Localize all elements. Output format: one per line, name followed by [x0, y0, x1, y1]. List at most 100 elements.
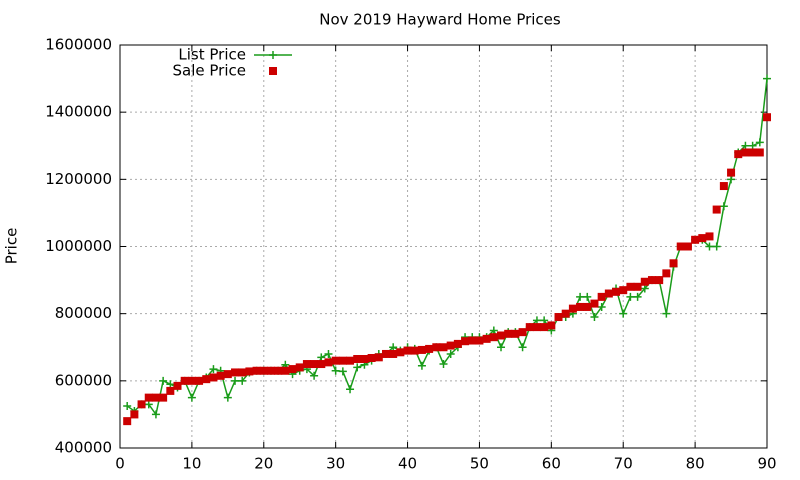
- point: [238, 376, 247, 385]
- point: [238, 368, 247, 377]
- x-tick-label: 10: [182, 455, 201, 473]
- point: [612, 287, 621, 296]
- point: [187, 393, 196, 402]
- point: [511, 329, 520, 338]
- y-tick-label: 1600000: [45, 36, 112, 54]
- point: [317, 360, 326, 369]
- point: [410, 346, 419, 355]
- point: [640, 277, 649, 286]
- point: [748, 148, 757, 157]
- point: [461, 337, 470, 346]
- point: [302, 360, 311, 369]
- point: [446, 341, 455, 350]
- point: [532, 316, 541, 325]
- point: [540, 323, 549, 332]
- point: [540, 316, 549, 325]
- point: [590, 313, 599, 322]
- y-tick-label: 600000: [55, 371, 112, 389]
- point: [691, 235, 700, 244]
- point: [403, 346, 412, 355]
- point: [324, 358, 333, 367]
- point: [209, 373, 218, 382]
- point: [554, 313, 563, 322]
- point: [346, 385, 355, 394]
- point: [482, 334, 491, 343]
- point: [755, 148, 764, 157]
- point: [374, 353, 383, 362]
- point: [223, 393, 232, 402]
- point: [576, 302, 585, 311]
- point: [497, 343, 506, 352]
- point: [525, 323, 534, 332]
- point: [453, 339, 462, 348]
- point: [662, 269, 671, 278]
- point: [604, 289, 613, 298]
- legend-label: List Price: [178, 46, 246, 64]
- point: [123, 402, 132, 411]
- point: [173, 381, 182, 390]
- point: [331, 366, 340, 375]
- point: [295, 363, 304, 372]
- point: [338, 367, 347, 376]
- point: [159, 393, 168, 402]
- point: [439, 343, 448, 352]
- point: [763, 74, 771, 83]
- point: [748, 141, 757, 150]
- legend-marker: [269, 51, 277, 59]
- point: [274, 366, 283, 375]
- point: [417, 345, 426, 354]
- point: [583, 302, 592, 311]
- point: [245, 367, 254, 376]
- y-axis-label: Price: [3, 228, 21, 265]
- legend-marker: [269, 67, 277, 75]
- point: [676, 242, 685, 251]
- point: [389, 349, 398, 358]
- point: [597, 302, 606, 311]
- point: [216, 371, 225, 380]
- point: [123, 417, 132, 426]
- point: [223, 370, 232, 379]
- point: [705, 232, 714, 241]
- y-tick-label: 400000: [55, 439, 112, 457]
- x-tick-label: 50: [470, 455, 489, 473]
- point: [741, 141, 750, 150]
- point: [532, 323, 541, 332]
- legend-label: Sale Price: [173, 62, 246, 80]
- point: [662, 309, 671, 318]
- chart-title: Nov 2019 Hayward Home Prices: [319, 11, 561, 29]
- y-tick-label: 1400000: [45, 103, 112, 121]
- point: [144, 400, 153, 409]
- point: [317, 353, 326, 362]
- point: [705, 242, 714, 251]
- point: [324, 349, 333, 358]
- point: [497, 331, 506, 340]
- y-tick-label: 1200000: [45, 170, 112, 188]
- point: [360, 355, 369, 364]
- point: [446, 349, 455, 358]
- point: [187, 376, 196, 385]
- point: [561, 309, 570, 318]
- point: [266, 366, 275, 375]
- series-line: [126, 78, 768, 417]
- point: [633, 282, 642, 291]
- point: [209, 365, 218, 374]
- point: [719, 182, 728, 191]
- point: [712, 242, 721, 251]
- point: [231, 376, 240, 385]
- point: [288, 365, 297, 374]
- point: [727, 175, 736, 184]
- point: [137, 400, 146, 409]
- point: [576, 292, 585, 301]
- point: [281, 366, 290, 375]
- point: [417, 361, 426, 370]
- point: [353, 355, 362, 364]
- point: [166, 386, 175, 395]
- point: [734, 150, 743, 159]
- point: [180, 376, 189, 385]
- point: [310, 360, 319, 369]
- point: [583, 292, 592, 301]
- point: [518, 328, 527, 337]
- x-tick-label: 70: [614, 455, 633, 473]
